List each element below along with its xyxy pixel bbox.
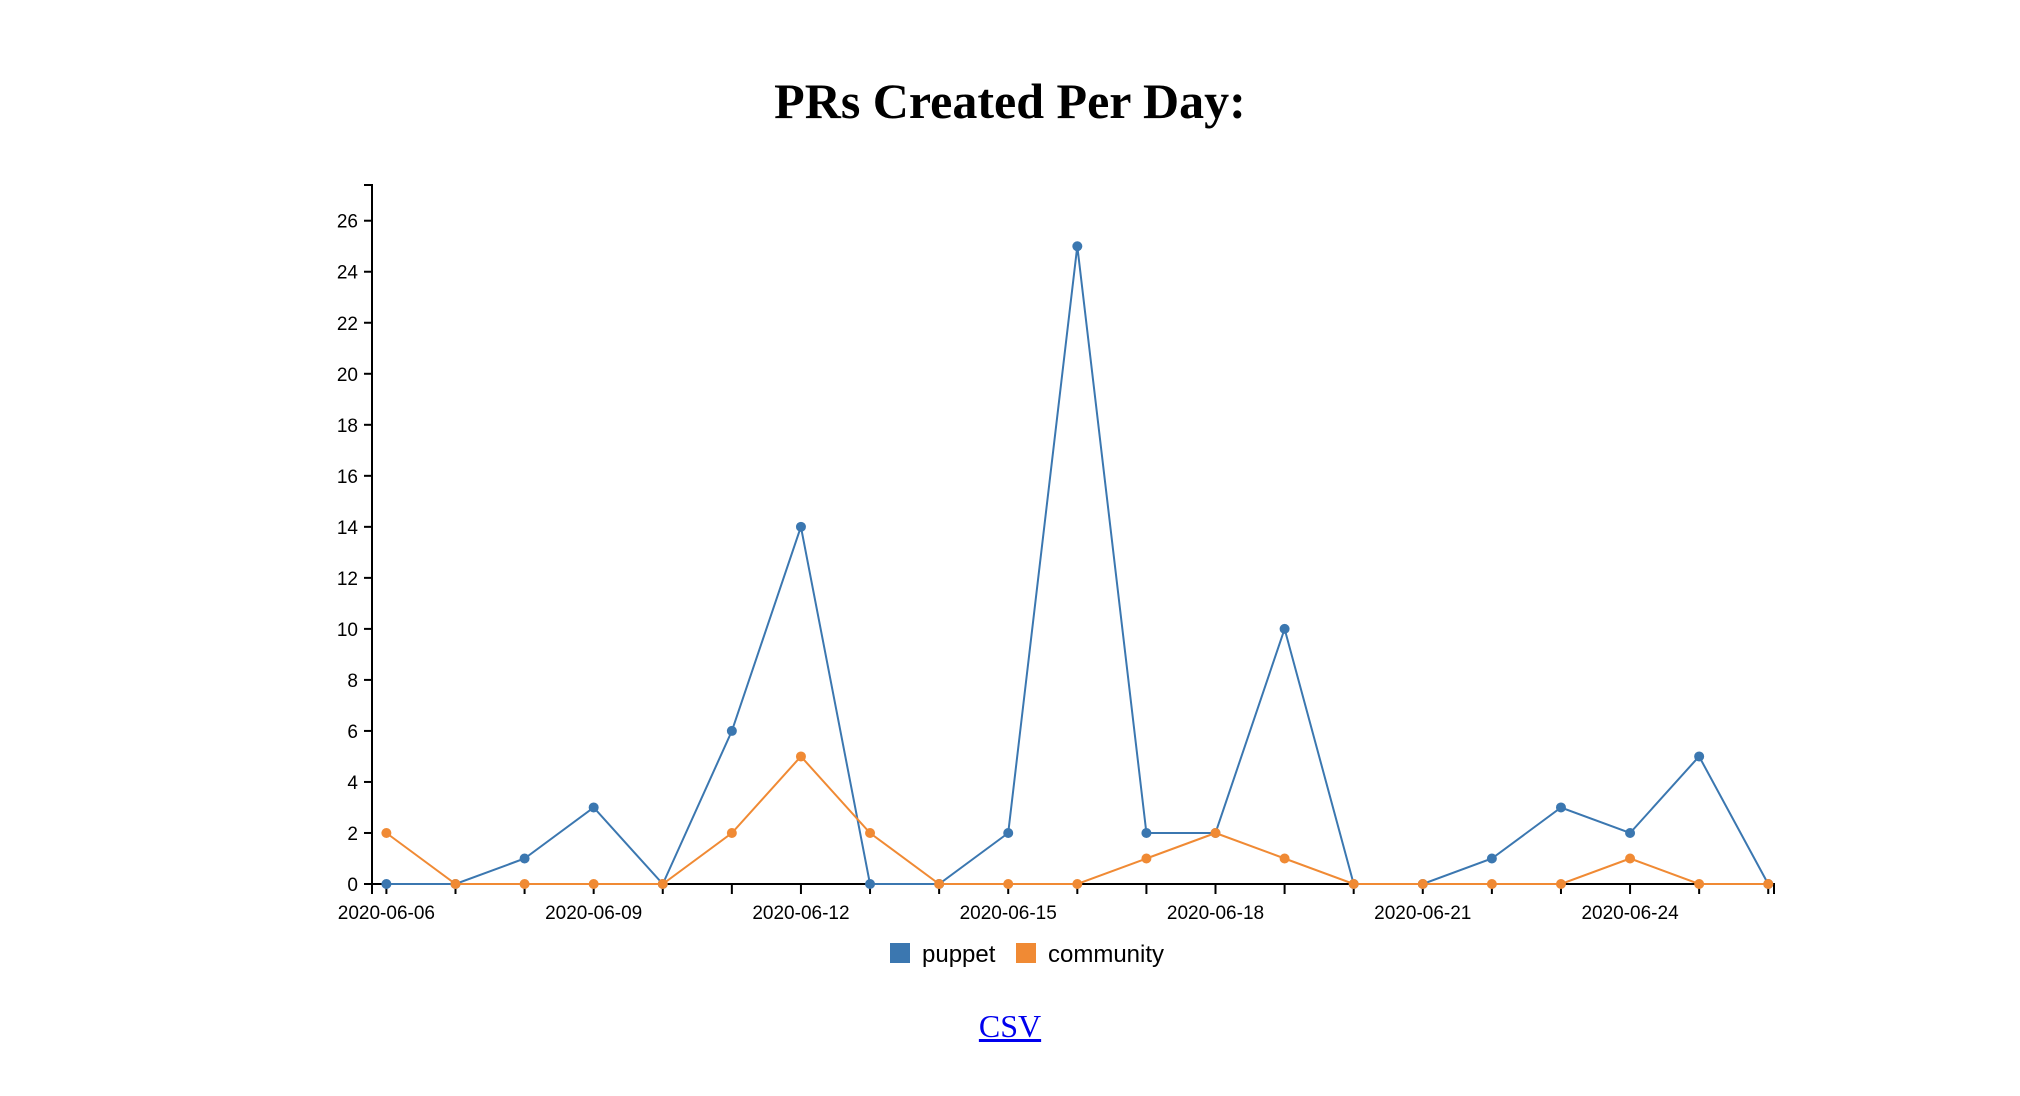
x-tick-label: 2020-06-21 <box>1374 903 1471 924</box>
x-tick-label: 2020-06-15 <box>960 903 1057 924</box>
legend-swatch-community <box>1016 943 1036 963</box>
data-point-community <box>588 879 599 889</box>
data-point-community <box>519 879 530 889</box>
data-point-community <box>1555 879 1566 889</box>
y-tick-label: 6 <box>347 722 358 743</box>
x-tick-label: 2020-06-09 <box>545 903 642 924</box>
data-point-puppet <box>1141 827 1152 838</box>
data-point-community <box>865 827 876 838</box>
data-point-community <box>657 879 668 889</box>
x-tick-label: 2020-06-12 <box>752 903 849 924</box>
data-point-community <box>1763 879 1774 889</box>
data-point-community <box>726 827 737 838</box>
y-tick-label: 24 <box>337 263 359 284</box>
data-point-puppet <box>381 879 392 889</box>
y-tick-label: 26 <box>337 212 358 233</box>
data-point-puppet <box>1486 853 1497 864</box>
data-point-community <box>1625 853 1636 864</box>
data-point-community <box>1279 853 1290 864</box>
y-tick-label: 20 <box>337 365 358 386</box>
y-tick-label: 22 <box>337 314 358 335</box>
series-line-community <box>385 754 1769 885</box>
csv-link[interactable]: CSV <box>978 1008 1042 1044</box>
y-tick-label: 18 <box>337 416 358 437</box>
legend-label-community: community <box>1048 941 1164 968</box>
data-point-community <box>1348 879 1359 889</box>
data-point-community <box>1486 879 1497 889</box>
data-point-puppet <box>1279 623 1290 634</box>
data-point-community <box>934 879 945 889</box>
data-point-puppet <box>519 853 530 864</box>
y-tick-label: 10 <box>337 620 358 641</box>
data-point-community <box>1072 879 1083 889</box>
data-point-puppet <box>588 802 599 813</box>
data-point-community <box>381 827 392 838</box>
data-point-puppet <box>1625 827 1636 838</box>
data-point-community <box>1210 827 1221 838</box>
data-point-puppet <box>1072 241 1083 252</box>
data-point-puppet <box>865 879 876 889</box>
y-tick-label: 12 <box>337 569 358 590</box>
y-tick-label: 0 <box>347 875 358 896</box>
y-tick-label: 14 <box>337 518 359 539</box>
chart-title: PRs Created Per Day: <box>774 73 1246 129</box>
data-point-puppet <box>1003 827 1014 838</box>
data-point-community <box>1003 879 1014 889</box>
y-tick-label: 8 <box>347 671 358 692</box>
legend-swatch-puppet <box>890 943 910 963</box>
y-tick-label: 2 <box>347 824 358 845</box>
x-tick-label: 2020-06-24 <box>1581 903 1679 924</box>
data-point-puppet <box>726 725 737 736</box>
y-tick-label: 16 <box>337 467 358 488</box>
data-point-community <box>1694 879 1705 889</box>
data-point-community <box>1417 879 1428 889</box>
csv-link-container: CSV <box>0 1008 2020 1045</box>
x-tick-label: 2020-06-06 <box>338 903 435 924</box>
data-point-community <box>450 879 461 889</box>
data-point-puppet <box>795 521 806 532</box>
data-point-puppet <box>1694 751 1705 762</box>
data-point-community <box>795 751 806 762</box>
data-point-puppet <box>1555 802 1566 813</box>
legend-label-puppet: puppet <box>922 941 996 968</box>
x-tick-label: 2020-06-18 <box>1167 903 1264 924</box>
series-line-puppet <box>386 246 1770 886</box>
y-tick-label: 4 <box>347 773 358 794</box>
y-axis-line <box>364 184 373 885</box>
data-point-community <box>1141 853 1152 864</box>
